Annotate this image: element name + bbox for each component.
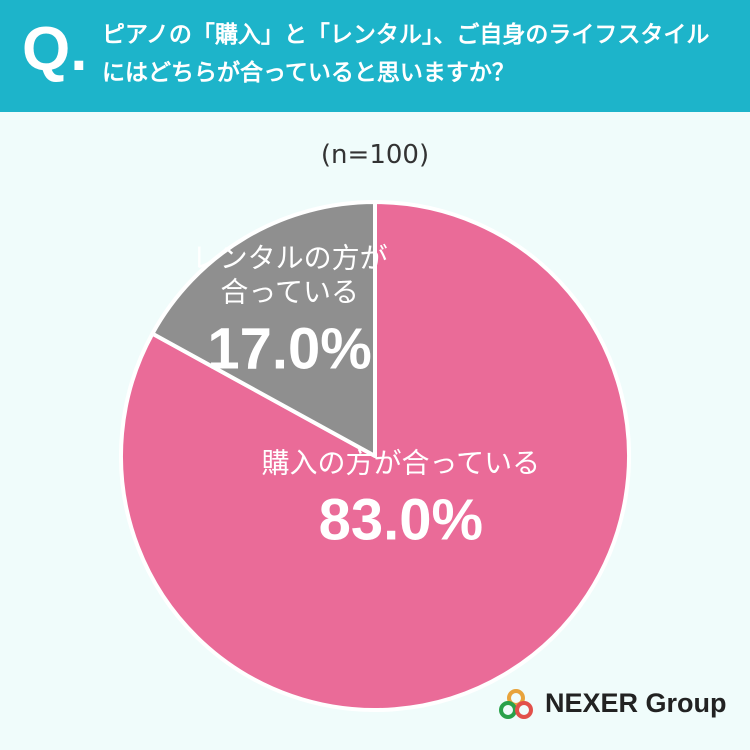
value-label: 83.0% [318, 487, 484, 553]
question-label: Q. [22, 15, 88, 84]
category-label: レンタルの方が合っている [191, 241, 388, 309]
logo-icon [499, 689, 533, 719]
logo-circle [515, 701, 533, 719]
logo-circle [507, 689, 525, 707]
slice-label: 購入の方が合っている 83.0% [262, 446, 541, 553]
pie-slice [150, 200, 377, 458]
chart-subtitle: (n=100) [320, 140, 430, 170]
value-label: 17.0% [207, 316, 372, 382]
slice-label: レンタルの方が合っている 17.0% [187, 241, 392, 382]
logo-circle [499, 701, 517, 719]
header: Q. ピアノの「購入」と「レンタル」、ご自身のライフスタイルにはどちらが合ってい… [0, 0, 750, 112]
logo-text: NEXER Group [545, 688, 727, 718]
category-label: 購入の方が合っている [261, 446, 541, 480]
chart-title: ピアノの「購入」と「レンタル」、ご自身のライフスタイルにはどちらが合っていると思… [102, 22, 710, 86]
